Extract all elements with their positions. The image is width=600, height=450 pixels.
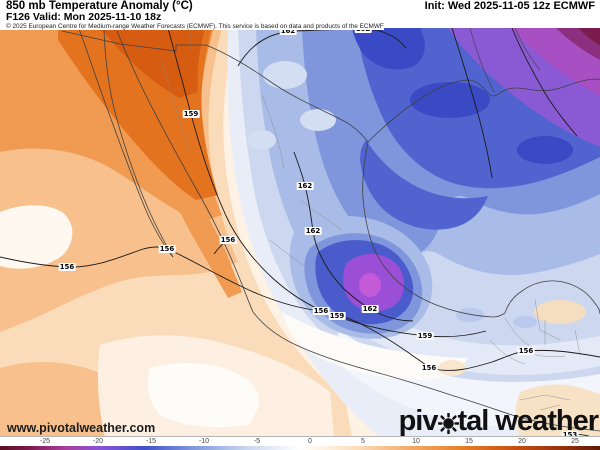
- anomaly-map-svg: [0, 28, 600, 437]
- init-time-label: Init: Wed 2025-11-05 12z ECMWF: [424, 0, 595, 12]
- contour-label: 162: [361, 305, 379, 313]
- valid-time-label: F126 Valid: Mon 2025-11-10 18z: [6, 11, 162, 23]
- site-url-watermark: www.pivotalweather.com: [7, 421, 156, 435]
- colorbar-tick: -25: [39, 438, 51, 445]
- contour-label: 156: [312, 307, 330, 315]
- temperature-fill-layer: [0, 28, 600, 437]
- colorbar-tick: -15: [145, 438, 157, 445]
- contour-label: 159: [328, 312, 346, 320]
- colorbar-tick: 15: [465, 438, 473, 445]
- colorbar: [0, 446, 600, 450]
- contour-label: 162: [279, 27, 297, 35]
- sun-gear-icon: [437, 409, 459, 434]
- brand-watermark: piv tal weather: [398, 405, 599, 437]
- contour-label: 159: [416, 332, 434, 340]
- coastline-border-lines: [61, 28, 600, 432]
- map-canvas: 1621621591621621561561561561591621591561…: [0, 25, 600, 439]
- colorbar-tick: -5: [253, 438, 261, 445]
- contour-label: 162: [296, 182, 314, 190]
- page-title: 850 mb Temperature Anomaly (°C): [6, 0, 193, 12]
- brand-suffix: tal weather: [457, 405, 599, 437]
- contour-label: 159: [182, 110, 200, 118]
- colorbar-footer: -25 -20 -15 -10 -5 0 5 10 15 20 25: [0, 436, 600, 450]
- contour-label: 162: [304, 227, 322, 235]
- colorbar-tick: -20: [92, 438, 104, 445]
- colorbar-tick: -10: [198, 438, 210, 445]
- colorbar-tick: 5: [361, 438, 365, 445]
- contour-label: 156: [517, 347, 535, 355]
- colorbar-tick: 0: [308, 438, 312, 445]
- admin-boundary-lines: [161, 28, 581, 411]
- colorbar-tick: 10: [412, 438, 420, 445]
- contour-label: 156: [420, 364, 438, 372]
- contour-label: 156: [219, 236, 237, 244]
- contour-label: 156: [58, 263, 76, 271]
- contour-label: 153: [561, 431, 579, 439]
- copyright-label: © 2025 European Centre for Medium-range …: [0, 23, 384, 30]
- contour-label: 156: [158, 245, 176, 253]
- brand-prefix: piv: [398, 405, 439, 437]
- header: 850 mb Temperature Anomaly (°C) Init: We…: [0, 0, 600, 30]
- colorbar-tick: 20: [518, 438, 526, 445]
- colorbar-tick: 25: [571, 438, 579, 445]
